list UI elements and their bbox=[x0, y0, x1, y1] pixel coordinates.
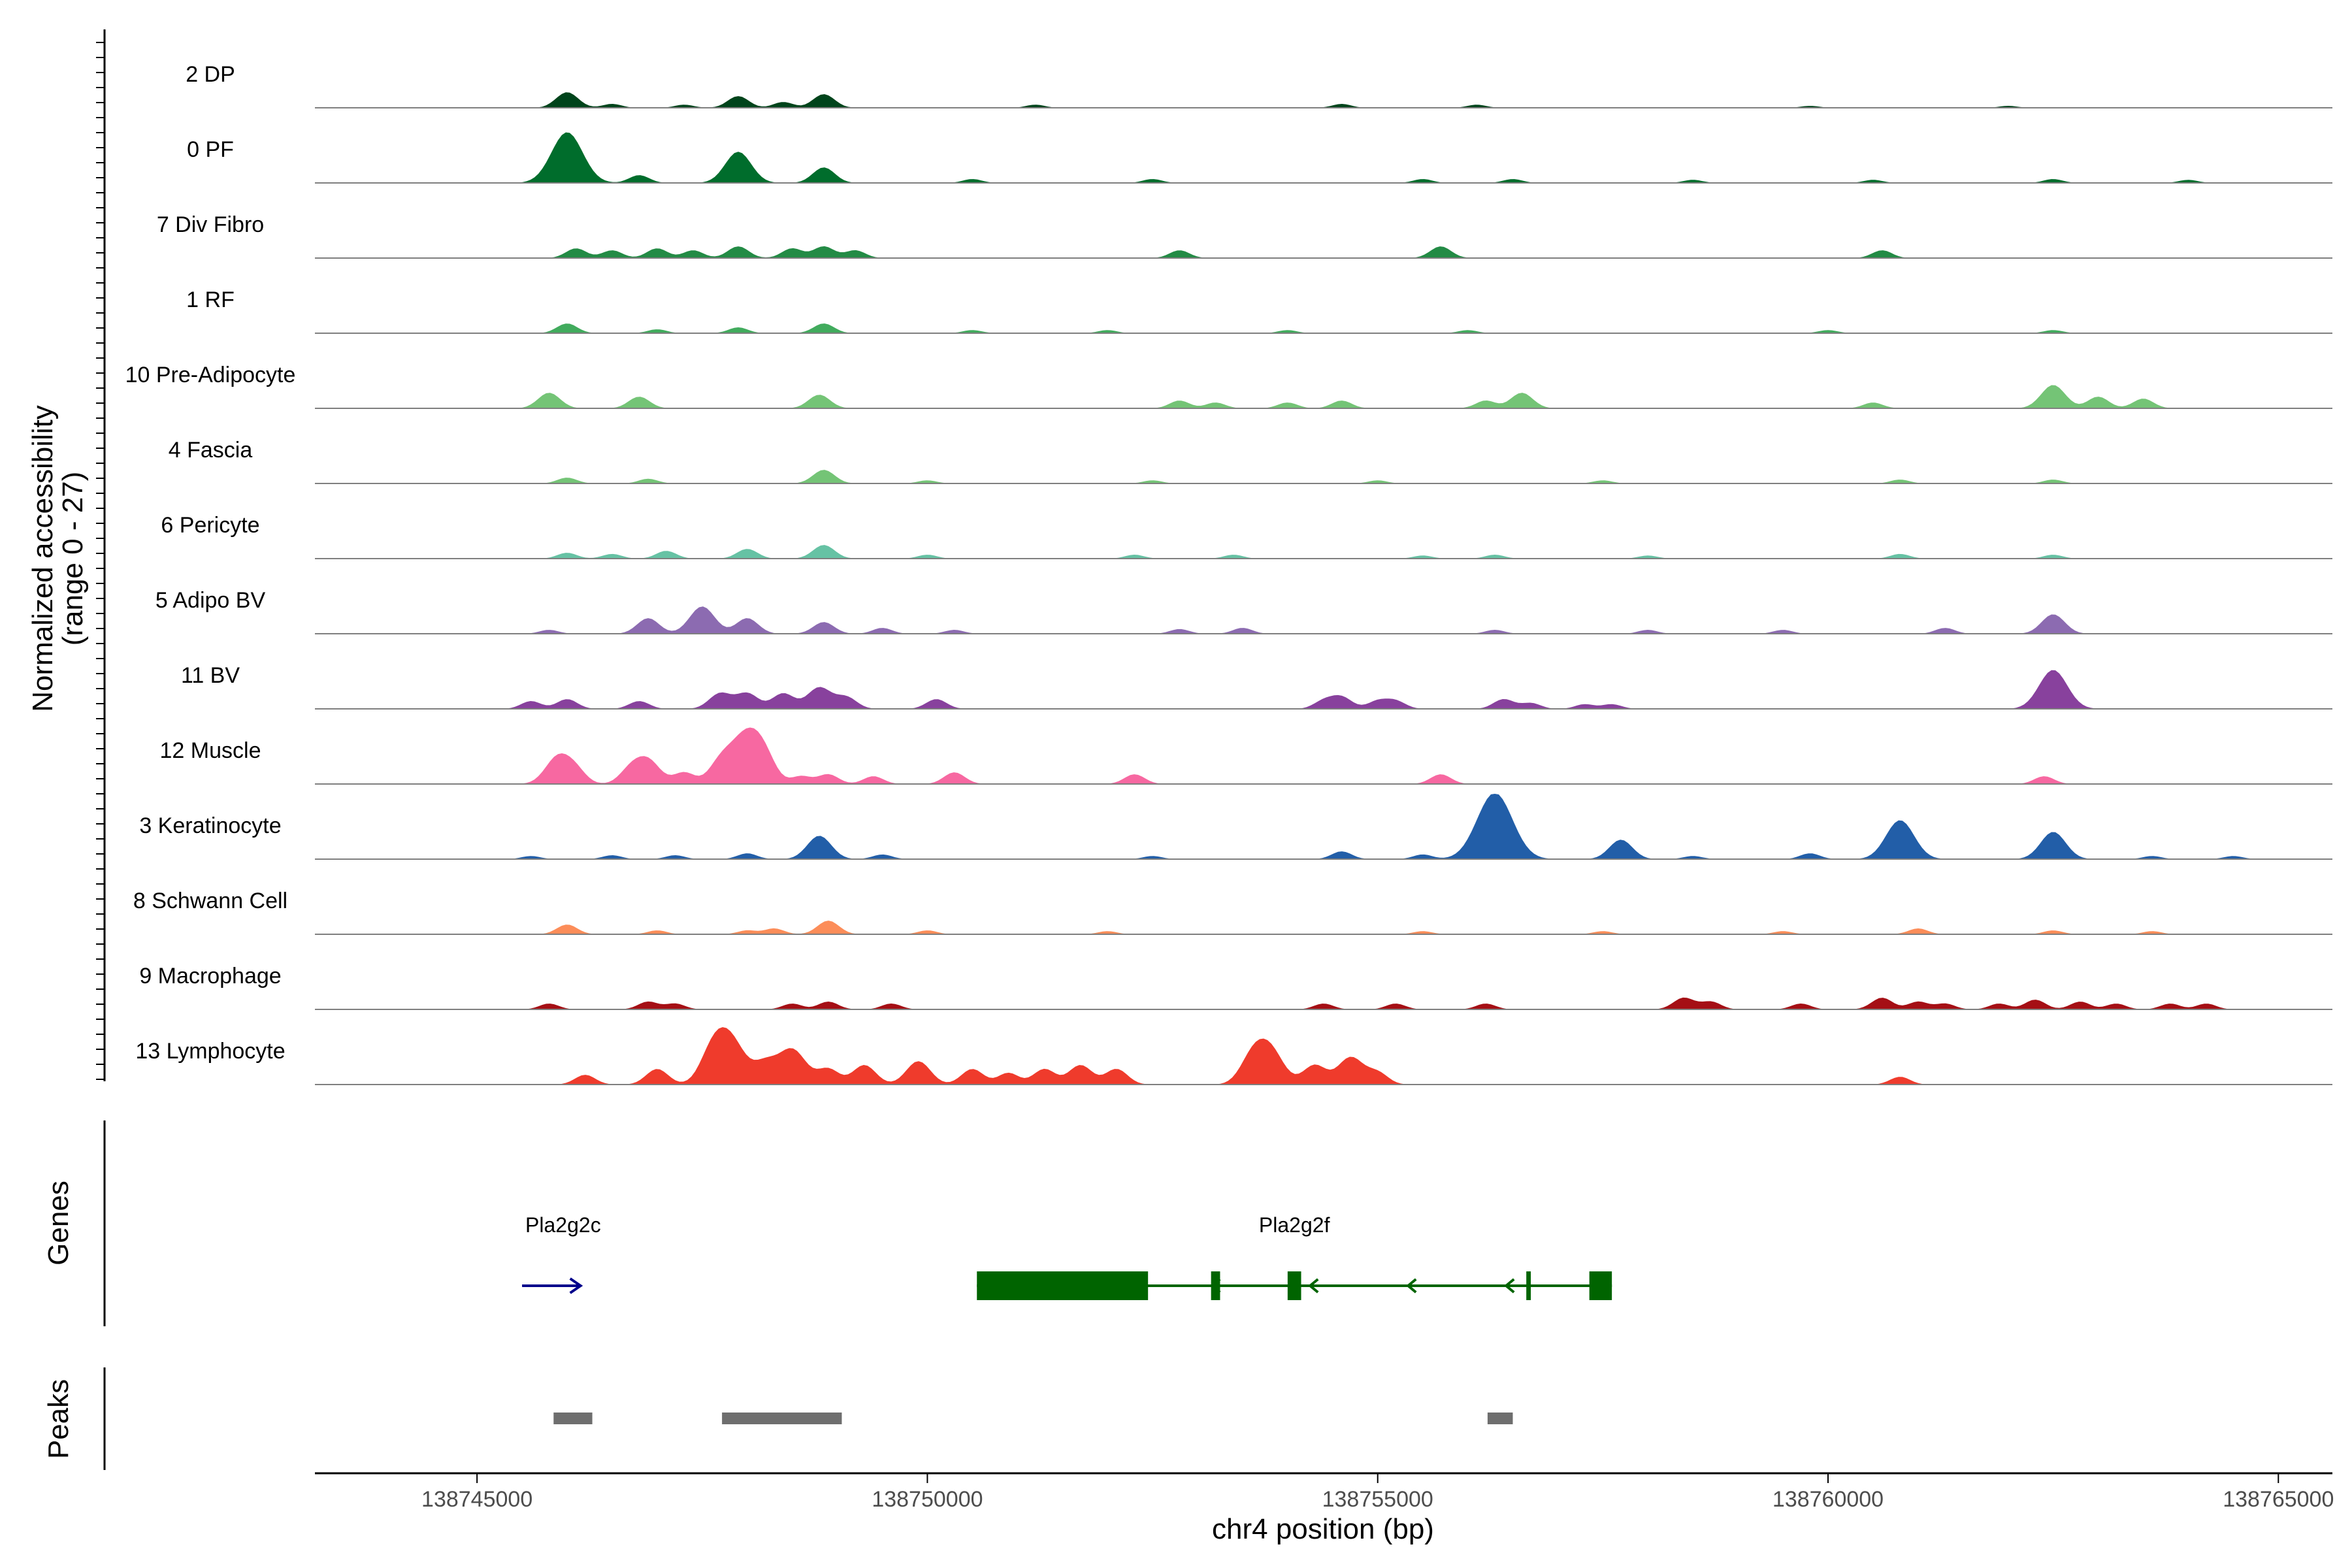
exon bbox=[1589, 1271, 1612, 1300]
coverage-3-keratinocyte bbox=[315, 794, 2332, 859]
track-10-pre-adipocyte: 10 Pre-Adipocyte bbox=[125, 363, 2332, 409]
coverage-7-div-fibro bbox=[315, 246, 2332, 258]
gene-label: Pla2g2f bbox=[1259, 1213, 1330, 1237]
coverage-1-rf bbox=[315, 323, 2332, 333]
coverage-4-fascia bbox=[315, 470, 2332, 483]
track-label: 7 Div Fibro bbox=[157, 212, 264, 237]
track-label: 4 Fascia bbox=[169, 438, 253, 463]
coverage-6-pericyte bbox=[315, 545, 2332, 559]
x-tick-label: 138750000 bbox=[872, 1487, 983, 1512]
coverage-5-adipo-bv bbox=[315, 606, 2332, 634]
coverage-9-macrophage bbox=[315, 997, 2332, 1009]
strand-arrow bbox=[569, 1277, 583, 1294]
peaks-panel-title: Peaks bbox=[42, 1379, 74, 1459]
track-label: 13 Lymphocyte bbox=[135, 1039, 285, 1064]
track-label: 12 Muscle bbox=[160, 738, 261, 763]
coverage-10-pre-adipocyte bbox=[315, 385, 2332, 408]
exon bbox=[1287, 1271, 1301, 1300]
track-8-schwann-cell: 8 Schwann Cell bbox=[133, 889, 2332, 935]
track-3-keratinocyte: 3 Keratinocyte bbox=[139, 794, 2332, 860]
track-5-adipo-bv: 5 Adipo BV bbox=[155, 588, 2332, 634]
track-label: 5 Adipo BV bbox=[155, 588, 266, 613]
track-0-pf: 0 PF bbox=[187, 132, 2332, 184]
strand-arrow bbox=[1308, 1278, 1319, 1294]
y-axis-ticks bbox=[96, 42, 105, 1080]
strand-arrow bbox=[1406, 1278, 1417, 1294]
y-axis-title: Normalized accessibility bbox=[27, 405, 59, 711]
exon bbox=[977, 1271, 1149, 1300]
genes-panel-title: Genes bbox=[42, 1181, 74, 1266]
track-1-rf: 1 RF bbox=[186, 287, 2332, 334]
gene-label: Pla2g2c bbox=[525, 1213, 601, 1237]
track-9-macrophage: 9 Macrophage bbox=[139, 964, 2332, 1010]
coverage-8-schwann-cell bbox=[315, 921, 2332, 934]
track-area: 2 DP 0 PF 7 Div Fibro 1 RF 10 Pre-Adipocyte 4… bbox=[125, 62, 2332, 1085]
gene-pla2g2f: Pla2g2f bbox=[977, 1213, 1612, 1300]
track-13-lymphocyte: 13 Lymphocyte bbox=[135, 1027, 2332, 1085]
track-label: 10 Pre-Adipocyte bbox=[125, 363, 296, 387]
track-7-div-fibro: 7 Div Fibro bbox=[157, 212, 2332, 259]
strand-arrow bbox=[1504, 1278, 1515, 1294]
gene-pla2g2c: Pla2g2c bbox=[522, 1213, 601, 1294]
track-11-bv: 11 BV bbox=[181, 663, 2332, 710]
peak-regions bbox=[553, 1413, 1513, 1424]
track-6-pericyte: 6 Pericyte bbox=[161, 513, 2332, 559]
track-4-fascia: 4 Fascia bbox=[169, 438, 2332, 484]
x-axis-ticks: 138745000 138750000 138755000 138760000 1387… bbox=[421, 1473, 2334, 1512]
y-axis-subtitle: (range 0 - 27) bbox=[57, 472, 89, 646]
coverage-13-lymphocyte bbox=[315, 1027, 2332, 1085]
track-label: 9 Macrophage bbox=[139, 964, 281, 988]
x-tick-label: 138760000 bbox=[1772, 1487, 1884, 1512]
track-label: 8 Schwann Cell bbox=[133, 889, 287, 913]
coverage-2-dp bbox=[315, 92, 2332, 108]
track-label: 3 Keratinocyte bbox=[139, 813, 281, 838]
track-label: 0 PF bbox=[187, 137, 234, 162]
track-label: 2 DP bbox=[186, 62, 235, 87]
x-tick-label: 138745000 bbox=[421, 1487, 532, 1512]
track-label: 11 BV bbox=[181, 663, 240, 688]
coverage-0-pf bbox=[315, 132, 2332, 183]
x-tick-label: 138765000 bbox=[2223, 1487, 2334, 1512]
gene-annotation: Pla2g2c Pla2g2f bbox=[522, 1213, 1612, 1300]
exon bbox=[1526, 1271, 1531, 1300]
x-axis-title: chr4 position (bp) bbox=[1212, 1513, 1434, 1545]
track-12-muscle: 12 Muscle bbox=[160, 727, 2332, 785]
peak-region bbox=[722, 1413, 842, 1424]
exon bbox=[1211, 1271, 1220, 1300]
track-label: 1 RF bbox=[186, 287, 235, 312]
track-label: 6 Pericyte bbox=[161, 513, 259, 538]
peak-region bbox=[553, 1413, 593, 1424]
coverage-11-bv bbox=[315, 670, 2332, 709]
track-2-dp: 2 DP bbox=[186, 62, 2332, 108]
peak-region bbox=[1487, 1413, 1513, 1424]
coverage-12-muscle bbox=[315, 727, 2332, 784]
x-tick-label: 138755000 bbox=[1322, 1487, 1433, 1512]
